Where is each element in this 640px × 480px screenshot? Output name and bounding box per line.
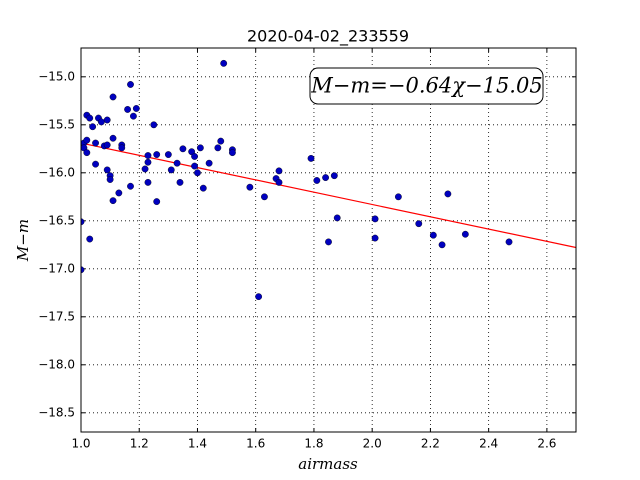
scatter-point <box>505 238 513 246</box>
scatter-point <box>130 112 137 120</box>
scatter-point <box>275 178 283 186</box>
scatter-point <box>307 154 315 162</box>
scatter-point <box>106 176 114 183</box>
x-tick-label: 1.2 <box>130 437 149 451</box>
scatter-point <box>205 159 213 167</box>
scatter-point <box>92 160 99 168</box>
y-tick-label: −16.0 <box>38 165 75 179</box>
fit-annotation: M−m=−0.64χ−15.05 <box>310 74 542 98</box>
scatter-point <box>83 149 91 157</box>
scatter-point <box>330 172 338 180</box>
scatter-point <box>371 215 379 223</box>
x-tick-label: 1.0 <box>71 437 90 451</box>
scatter-point <box>415 220 423 228</box>
scatter-point <box>191 162 198 170</box>
scatter-point <box>194 169 201 177</box>
scatter-point <box>217 137 225 145</box>
scatter-point <box>144 158 152 166</box>
axes-frame <box>80 47 577 433</box>
scatter-point <box>127 81 134 88</box>
scatter-point <box>196 144 204 152</box>
x-tick-label: 2.2 <box>421 437 440 451</box>
scatter-point <box>141 165 149 173</box>
scatter-point <box>103 166 111 174</box>
scatter-point <box>199 184 207 192</box>
y-tick-label: −18.0 <box>38 357 75 371</box>
scatter-point <box>150 121 158 129</box>
scatter-point <box>86 114 94 122</box>
scatter-point <box>103 116 111 124</box>
scatter-point <box>461 230 469 238</box>
scatter-point <box>164 151 172 158</box>
fit-line <box>81 142 576 249</box>
scatter-point <box>220 59 228 67</box>
scatter-point <box>144 152 152 159</box>
y-tick-label: −15.0 <box>38 69 75 83</box>
scatter-point <box>89 123 97 131</box>
scatter-point <box>83 136 91 144</box>
y-tick-label: −18.5 <box>38 405 75 419</box>
x-tick-label: 1.4 <box>188 437 207 451</box>
x-tick-label: 2.4 <box>479 437 498 451</box>
y-axis-label: M−m <box>14 219 32 262</box>
scatter-point <box>229 149 236 157</box>
x-tick-label: 1.6 <box>246 437 265 451</box>
scatter-point <box>176 178 184 186</box>
scatter-point <box>86 235 94 243</box>
plot-area <box>81 48 576 432</box>
scatter-point <box>371 234 379 242</box>
scatter-point <box>438 241 446 249</box>
scatter-point <box>191 153 198 160</box>
scatter-point <box>444 190 452 198</box>
axes: 1.0 1.2 1.4 1.6 1.8 2.0 2.2 2.4 2.6 −18.5 −18.0 −17… <box>38 47 577 451</box>
scatter-point <box>173 159 181 167</box>
y-tick-label: −17.5 <box>38 309 75 323</box>
y-tick-label: −16.5 <box>38 213 75 227</box>
scatter-point <box>124 106 131 113</box>
scatter-point <box>97 118 105 126</box>
scatter-point <box>118 144 126 152</box>
scatter-point <box>325 238 332 246</box>
chart-title: 2020-04-02_233559 <box>247 27 409 47</box>
x-tick-label: 2.0 <box>363 437 382 451</box>
y-tick-label: −17.0 <box>38 261 75 275</box>
scatter-point <box>429 231 437 239</box>
scatter-point <box>109 134 117 142</box>
scatter-point <box>132 105 140 112</box>
scatter-point <box>275 167 283 175</box>
scatter-point <box>109 93 117 101</box>
scatter-point <box>92 139 99 147</box>
scatter-point <box>153 151 161 158</box>
scatter-point <box>313 177 321 184</box>
scatter-point <box>246 183 254 191</box>
x-tick-label: 2.6 <box>537 437 556 451</box>
scatter-point <box>167 166 175 174</box>
y-tick-label: −15.5 <box>38 117 75 131</box>
scatter-point <box>333 214 341 222</box>
x-tick-label: 1.8 <box>304 437 323 451</box>
scatter-point <box>214 144 222 152</box>
scatter-point <box>261 193 268 201</box>
scatter-point <box>103 141 111 149</box>
scatter-point <box>115 189 123 197</box>
scatter-point <box>153 198 161 206</box>
scatter-point <box>322 174 329 182</box>
x-axis-label: airmass <box>298 455 358 473</box>
scatter-point <box>179 145 187 153</box>
scatter-point <box>144 178 152 186</box>
scatter-point <box>394 193 402 201</box>
scatter-point <box>127 182 134 190</box>
annotation-box <box>309 67 544 105</box>
scatter-point <box>109 197 117 205</box>
scatter-point <box>255 293 263 301</box>
